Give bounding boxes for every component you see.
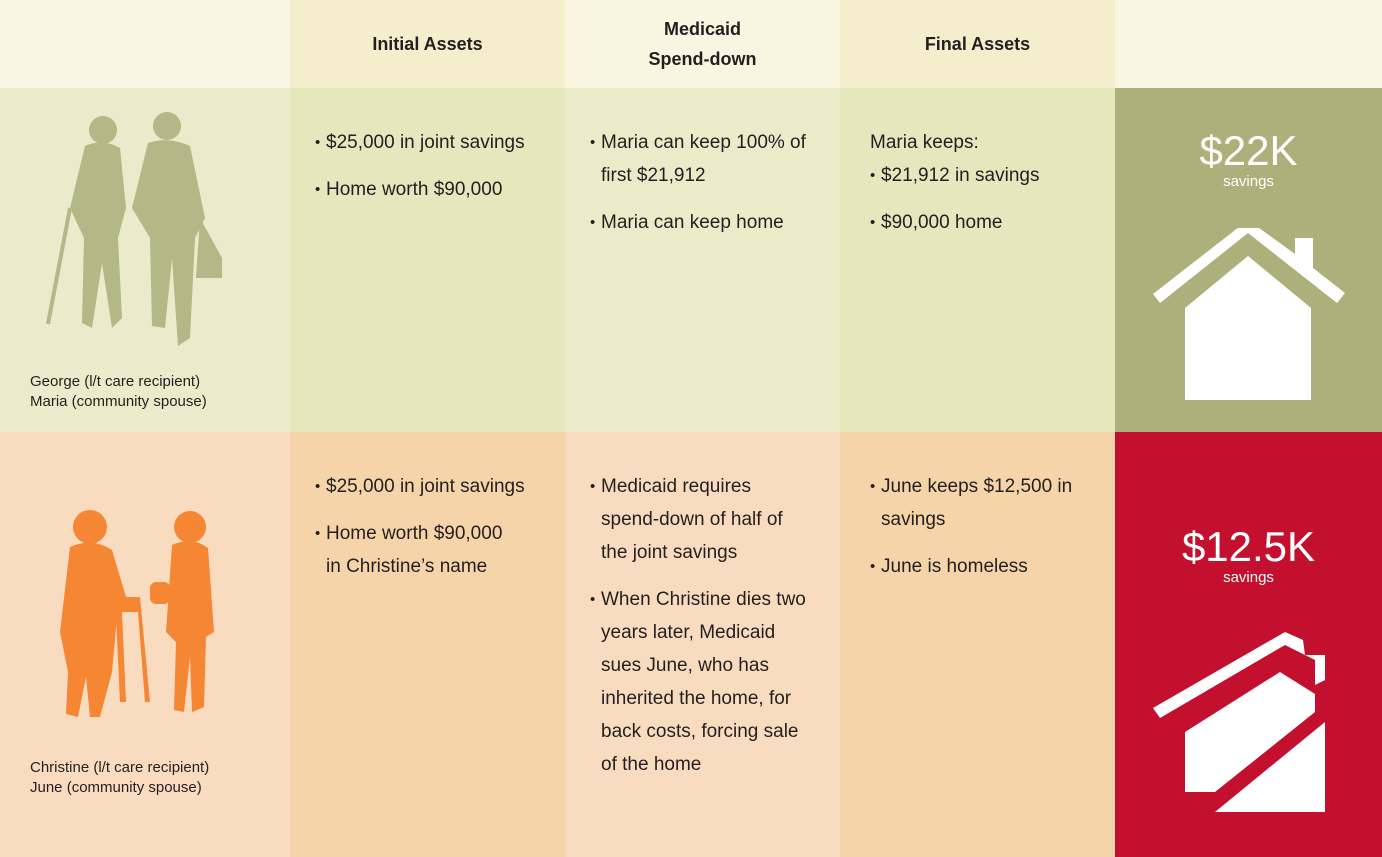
- couple-silhouette: [46, 112, 222, 346]
- bullet: $25,000 in joint savings: [315, 126, 545, 159]
- final-cell: Maria keeps: $21,912 in savings $90,000 …: [840, 88, 1115, 432]
- couple-silhouette: [60, 510, 214, 717]
- bullet: Home worth $90,000: [315, 173, 545, 206]
- header-text: Final Assets: [924, 34, 1031, 54]
- header-blank: [0, 0, 290, 88]
- person-label: Christine (l/t care recipient): [30, 759, 210, 776]
- header-cell: Final Assets: [840, 0, 1115, 88]
- final-intro: Maria keeps:: [870, 132, 979, 153]
- house-icon: [1153, 228, 1345, 400]
- header-cell: Medicaid Spend-down: [565, 0, 840, 88]
- result-amount: $22K: [1199, 127, 1298, 174]
- result-label: savings: [1223, 569, 1274, 586]
- bullet: When Christine dies two years later, Med…: [590, 583, 810, 781]
- person-label: June (community spouse): [30, 779, 202, 796]
- header-text: Initial Assets: [372, 34, 483, 54]
- person-label: Maria (community spouse): [30, 393, 207, 410]
- header-blank: [1115, 0, 1382, 88]
- bullet: $25,000 in joint savings: [315, 470, 545, 503]
- initial-cell: $25,000 in joint savings Home worth $90,…: [290, 432, 565, 857]
- result-label: savings: [1223, 173, 1274, 190]
- people-cell: George (l/t care recipient) Maria (commu…: [0, 88, 290, 432]
- result-amount: $12.5K: [1181, 523, 1316, 570]
- person-label: George (l/t care recipient): [30, 373, 201, 390]
- result-cell: $12.5K savings: [1115, 432, 1382, 857]
- people-cell: Christine (l/t care recipient) June (com…: [0, 432, 290, 857]
- spend-cell: Maria can keep 100% of first $21,912 Mar…: [565, 88, 840, 432]
- header-text: Medicaid Spend-down: [648, 19, 757, 69]
- header-cell: Initial Assets: [290, 0, 565, 88]
- bullet: June is homeless: [870, 550, 1095, 583]
- bullet: $90,000 home: [870, 206, 1095, 239]
- bullet: Maria can keep 100% of first $21,912: [590, 126, 820, 192]
- result-cell: $22K savings: [1115, 88, 1382, 432]
- bullet: Home worth $90,000 in Christine’s name: [315, 517, 545, 583]
- bullet: June keeps $12,500 in savings: [870, 470, 1095, 536]
- broken-house-icon: [1153, 632, 1325, 812]
- bullet: Maria can keep home: [590, 206, 820, 239]
- bullet: Medicaid requires spend-down of half of …: [590, 470, 810, 569]
- bullet: $21,912 in savings: [870, 159, 1095, 192]
- final-cell: June keeps $12,500 in savings June is ho…: [840, 432, 1115, 857]
- spend-cell: Medicaid requires spend-down of half of …: [565, 432, 840, 857]
- initial-cell: $25,000 in joint savings Home worth $90,…: [290, 88, 565, 432]
